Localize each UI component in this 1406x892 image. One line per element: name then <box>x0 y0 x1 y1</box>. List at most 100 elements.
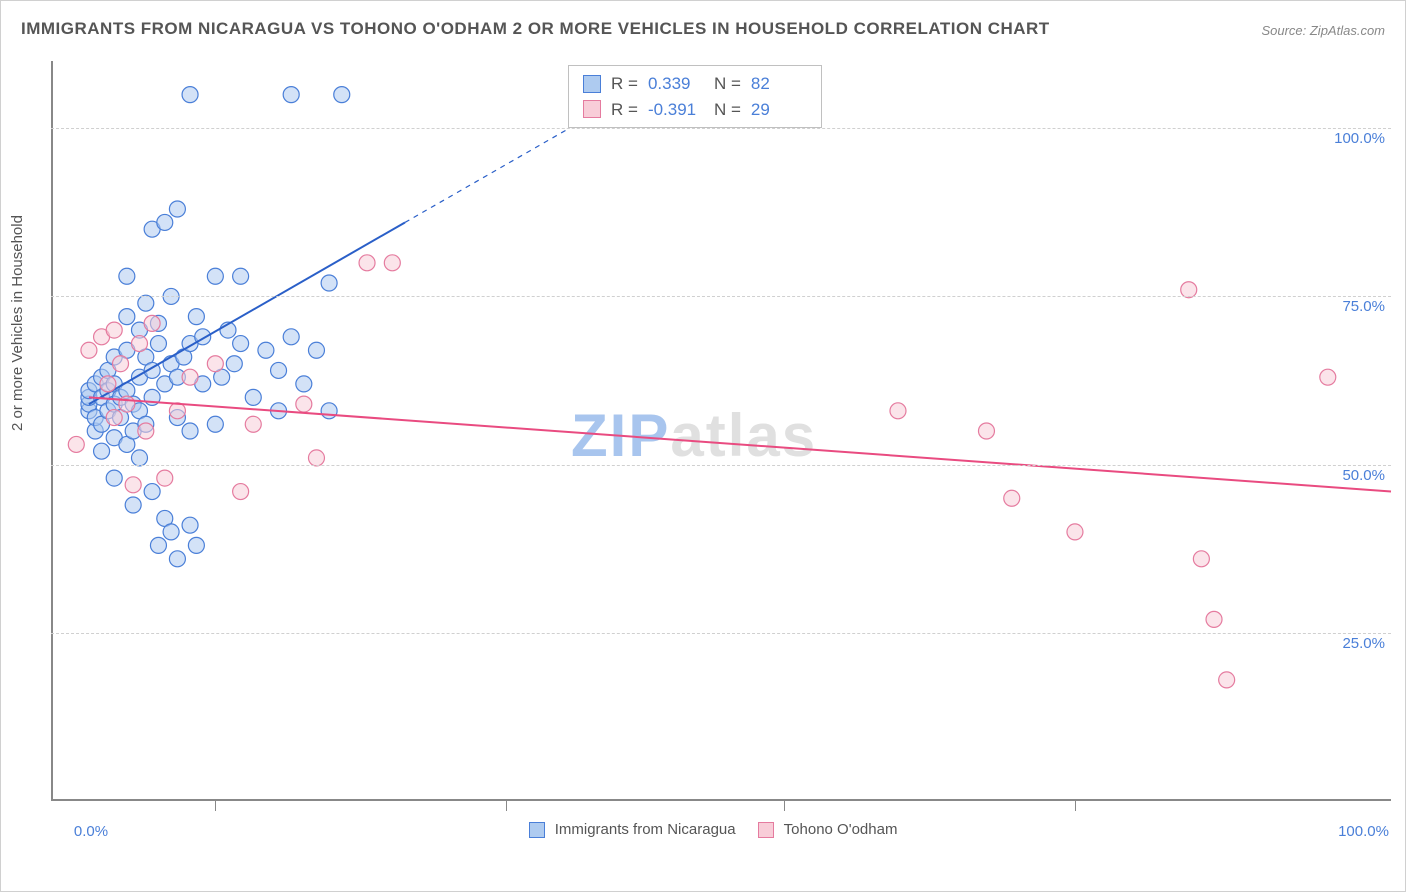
scatter-point <box>258 342 274 358</box>
scatter-point <box>245 389 261 405</box>
legend-r-value: 0.339 <box>648 71 704 97</box>
scatter-point <box>283 329 299 345</box>
scatter-point <box>169 403 185 419</box>
scatter-point <box>182 423 198 439</box>
scatter-point <box>233 484 249 500</box>
y-tick-label: 100.0% <box>1334 130 1385 147</box>
scatter-point <box>283 87 299 103</box>
legend-n-label: N = <box>714 71 741 97</box>
scatter-point <box>321 275 337 291</box>
scatter-point <box>150 336 166 352</box>
scatter-point <box>119 396 135 412</box>
scatter-point <box>68 436 84 452</box>
scatter-point <box>308 450 324 466</box>
scatter-point <box>138 295 154 311</box>
legend-row: R = 0.339 N = 82 <box>583 71 807 97</box>
legend-n-value: 82 <box>751 71 807 97</box>
scatter-point <box>1219 672 1235 688</box>
scatter-point <box>125 477 141 493</box>
scatter-point <box>188 309 204 325</box>
x-tick <box>506 801 507 811</box>
scatter-point <box>119 268 135 284</box>
legend-label: Immigrants from Nicaragua <box>555 821 736 838</box>
scatter-point <box>1004 490 1020 506</box>
legend-r-value: -0.391 <box>648 97 704 123</box>
scatter-point <box>94 443 110 459</box>
scatter-point <box>182 517 198 533</box>
chart-container: IMMIGRANTS FROM NICARAGUA VS TOHONO O'OD… <box>0 0 1406 892</box>
scatter-point <box>169 201 185 217</box>
scatter-point <box>207 268 223 284</box>
scatter-point <box>359 255 375 271</box>
y-tick-label: 50.0% <box>1342 467 1385 484</box>
scatter-point <box>163 524 179 540</box>
chart-svg <box>51 61 1391 801</box>
scatter-point <box>384 255 400 271</box>
scatter-point <box>131 336 147 352</box>
scatter-point <box>207 416 223 432</box>
scatter-point <box>100 376 116 392</box>
scatter-point <box>978 423 994 439</box>
y-tick-label: 75.0% <box>1342 298 1385 315</box>
chart-title: IMMIGRANTS FROM NICARAGUA VS TOHONO O'OD… <box>21 19 1050 39</box>
scatter-point <box>1320 369 1336 385</box>
trend-line <box>89 397 1391 491</box>
trend-line <box>89 222 405 404</box>
legend-swatch-icon <box>583 75 601 93</box>
scatter-point <box>188 537 204 553</box>
x-tick <box>1075 801 1076 811</box>
scatter-point <box>334 87 350 103</box>
bottom-legend: Immigrants from Nicaragua Tohono O'odham <box>1 821 1406 838</box>
x-tick <box>215 801 216 811</box>
scatter-point <box>226 356 242 372</box>
scatter-point <box>157 214 173 230</box>
gridline <box>51 465 1391 466</box>
scatter-point <box>308 342 324 358</box>
scatter-point <box>1193 551 1209 567</box>
legend-swatch-icon <box>758 822 774 838</box>
legend-r-label: R = <box>611 71 638 97</box>
scatter-point <box>233 268 249 284</box>
scatter-point <box>321 403 337 419</box>
trend-line-dashed <box>405 128 569 222</box>
scatter-point <box>131 450 147 466</box>
legend-swatch-icon <box>583 100 601 118</box>
scatter-point <box>106 470 122 486</box>
scatter-point <box>1206 611 1222 627</box>
gridline <box>51 128 1391 129</box>
legend-row: R = -0.391 N = 29 <box>583 97 807 123</box>
scatter-point <box>144 315 160 331</box>
x-tick <box>784 801 785 811</box>
legend-label: Tohono O'odham <box>784 821 898 838</box>
scatter-point <box>157 470 173 486</box>
scatter-point <box>106 322 122 338</box>
scatter-point <box>81 342 97 358</box>
scatter-point <box>1181 282 1197 298</box>
scatter-point <box>182 369 198 385</box>
legend-n-label: N = <box>714 97 741 123</box>
scatter-point <box>296 396 312 412</box>
x-tick-label: 0.0% <box>74 823 108 840</box>
scatter-point <box>245 416 261 432</box>
y-axis-label: 2 or more Vehicles in Household <box>9 215 26 431</box>
scatter-point <box>144 484 160 500</box>
scatter-point <box>113 356 129 372</box>
scatter-point <box>169 551 185 567</box>
scatter-point <box>138 423 154 439</box>
x-tick-label: 100.0% <box>1338 823 1389 840</box>
scatter-point <box>296 376 312 392</box>
scatter-point <box>150 537 166 553</box>
legend-r-label: R = <box>611 97 638 123</box>
gridline <box>51 296 1391 297</box>
legend-swatch-icon <box>529 822 545 838</box>
gridline <box>51 633 1391 634</box>
scatter-point <box>119 309 135 325</box>
scatter-point <box>106 410 122 426</box>
y-tick-label: 25.0% <box>1342 635 1385 652</box>
scatter-point <box>1067 524 1083 540</box>
source-label: Source: ZipAtlas.com <box>1261 23 1385 38</box>
scatter-point <box>233 336 249 352</box>
scatter-point <box>207 356 223 372</box>
correlation-legend: R = 0.339 N = 82 R = -0.391 N = 29 <box>568 65 822 128</box>
scatter-point <box>890 403 906 419</box>
